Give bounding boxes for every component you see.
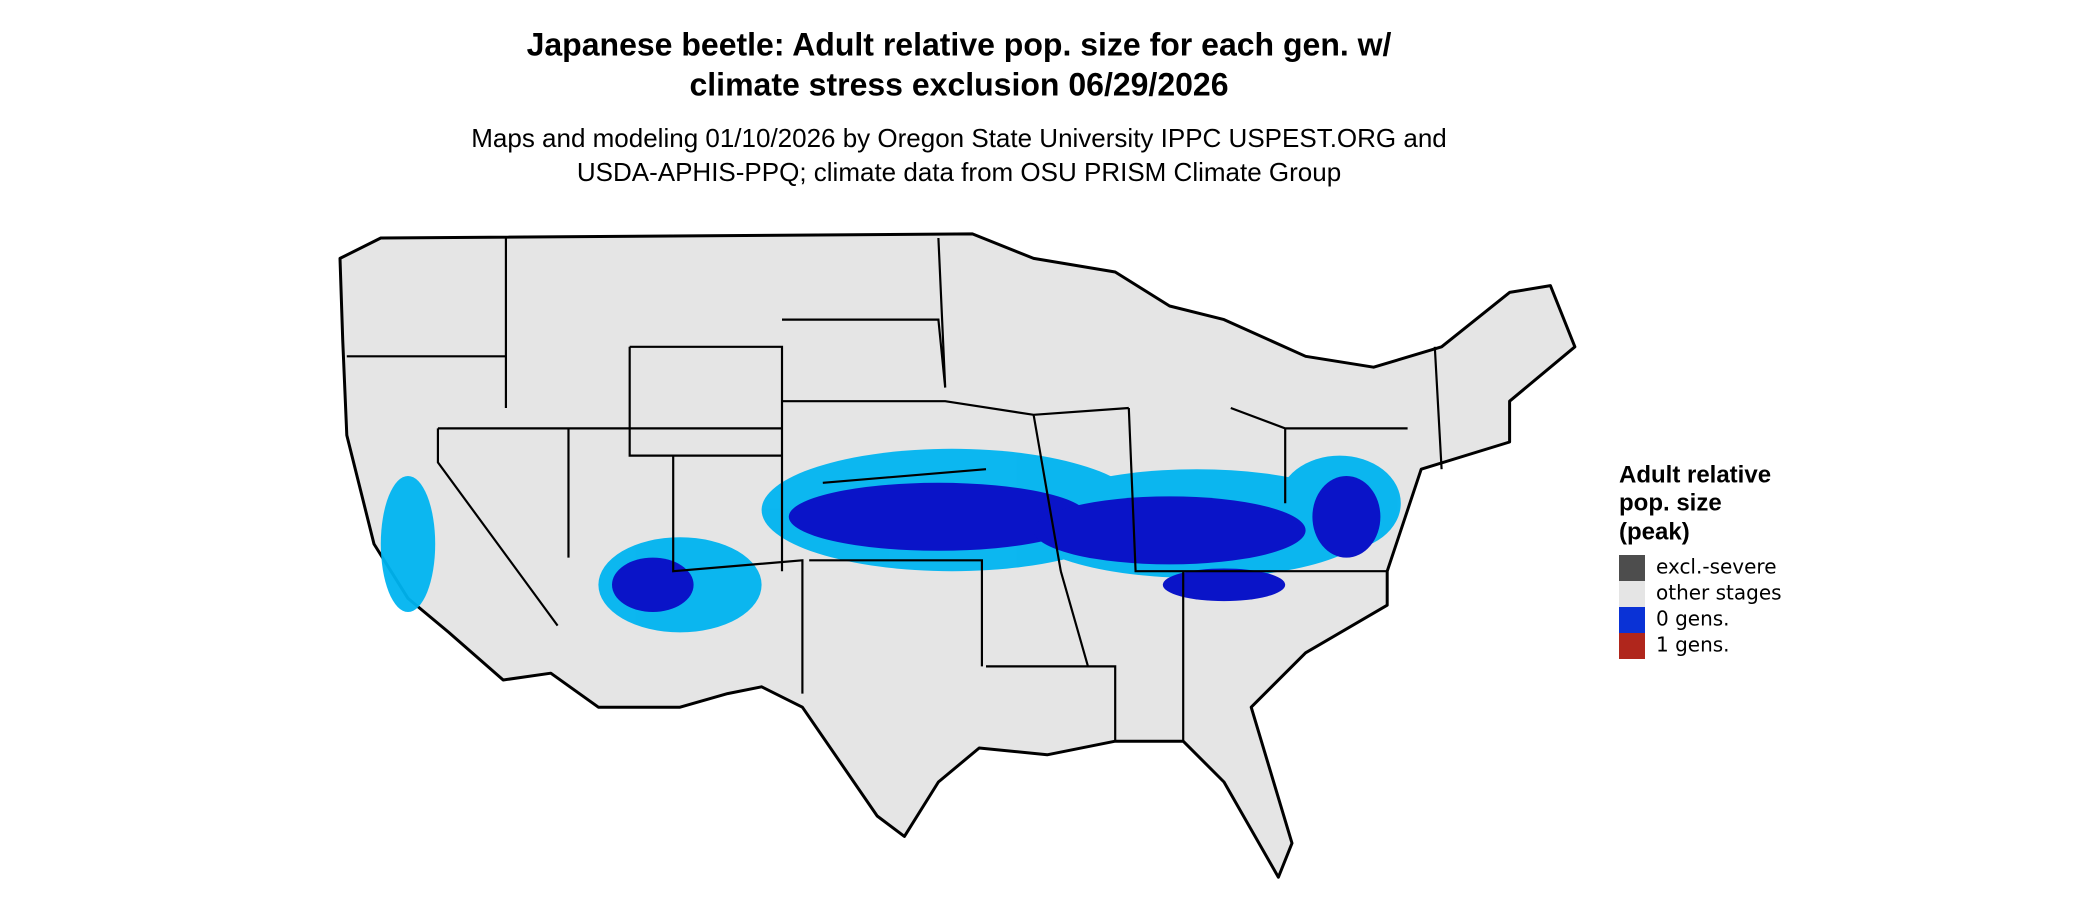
legend-title: pop. size	[1619, 489, 1722, 516]
legend-title: (peak)	[1619, 518, 1690, 545]
legend-label: other stages	[1656, 581, 1782, 605]
title: Japanese beetle: Adult relative pop. siz…	[527, 26, 1392, 62]
legend-label: excl.-severe	[1656, 555, 1777, 579]
legend-swatch	[1619, 555, 1645, 581]
legend: Adult relative pop. size (peak) excl.-se…	[1619, 461, 1782, 659]
state-borders	[346, 237, 1443, 742]
legend-swatch	[1619, 607, 1645, 633]
subtitle: USDA-APHIS-PPQ; climate data from OSU PR…	[577, 157, 1341, 187]
legend-title: Adult relative	[1619, 461, 1771, 488]
title: climate stress exclusion 06/29/2026	[689, 66, 1228, 102]
legend-label: 0 gens.	[1656, 607, 1730, 631]
us-map	[338, 232, 1577, 879]
legend-swatch	[1619, 581, 1645, 607]
legend-swatch	[1619, 633, 1645, 659]
subtitle: Maps and modeling 01/10/2026 by Oregon S…	[471, 123, 1447, 153]
legend-label: 1 gens.	[1656, 633, 1730, 657]
gens-area-core	[612, 476, 1381, 612]
